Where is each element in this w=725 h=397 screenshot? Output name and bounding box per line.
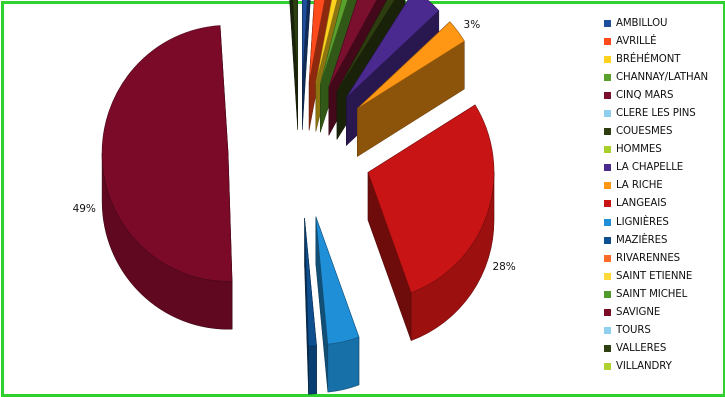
legend-swatch [604, 164, 611, 172]
legend-label: TOURS [616, 325, 651, 337]
legend-item: CHANNAY/LATHAN [604, 68, 722, 86]
legend-label: CLERE LES PINS [616, 108, 696, 120]
slice-top [315, 0, 338, 84]
legend-label: CINQ MARS [616, 89, 674, 101]
legend-swatch [604, 327, 611, 335]
legend-item: COUESMES [604, 123, 722, 141]
slice-side [302, 0, 311, 130]
legend-swatch [604, 91, 611, 99]
legend-item: LA CHAPELLE [604, 159, 722, 177]
legend-item: LA RICHE [604, 177, 722, 195]
legend-label: VALLERES [616, 343, 667, 355]
legend-swatch [604, 146, 611, 154]
legend-swatch [604, 182, 611, 190]
legend-swatch [604, 309, 611, 317]
legend-label: SAINT ETIENNE [616, 270, 693, 282]
pie-slice [301, 0, 311, 130]
legend-item: LANGEAIS [604, 195, 722, 213]
legend-item: CLERE LES PINS [604, 104, 722, 122]
legend-swatch [604, 128, 611, 136]
legend-swatch [604, 272, 611, 280]
legend-label: COUESMES [616, 126, 673, 138]
pie-slice [315, 216, 360, 393]
legend-label: MAZIÈRES [616, 234, 668, 246]
legend-label: VILLANDRY [616, 361, 672, 373]
slice-rim [327, 336, 360, 393]
slice-rim [308, 345, 317, 395]
legend-swatch [604, 363, 611, 371]
slice-top [346, 0, 440, 98]
slice-top [101, 25, 233, 282]
legend-item: VILLANDRY [604, 358, 722, 376]
legend-swatch [604, 236, 611, 244]
legend-item: LIGNIÈRES [604, 213, 722, 231]
slice-top [367, 104, 495, 294]
legend-label: SAVIGNE [616, 307, 661, 319]
legend-label: AVRILLÉ [616, 35, 657, 47]
slice-top [292, 0, 299, 82]
legend-item: SAINT MICHEL [604, 285, 722, 303]
slice-top [328, 0, 378, 88]
chart-legend: AMBILLOU AVRILLÉ BRÉHÉMONT CHANNAY/LATHAN CI… [604, 14, 722, 376]
legend-item: VALLERES [604, 340, 722, 358]
slice-top [301, 0, 308, 82]
legend-swatch [604, 110, 611, 118]
slice-top [357, 21, 465, 109]
data-label: 49% [73, 203, 96, 215]
legend-label: RIVARENNES [616, 252, 681, 264]
pie-slice [357, 21, 465, 158]
legend-item: SAINT ETIENNE [604, 267, 722, 285]
legend-swatch [604, 218, 611, 226]
pie-slice [101, 25, 233, 330]
pie-slice [289, 0, 299, 130]
legend-label: CHANNAY/LATHAN [616, 71, 708, 83]
legend-label: LA CHAPELLE [616, 162, 684, 174]
legend-item: BRÉHÉMONT [604, 50, 722, 68]
data-label: 28% [492, 261, 515, 273]
legend-swatch [604, 55, 611, 63]
legend-item: HOMMES [604, 141, 722, 159]
legend-label: HOMMES [616, 144, 662, 156]
legend-label: SAINT MICHEL [616, 288, 688, 300]
legend-item: AVRILLÉ [604, 32, 722, 50]
legend-swatch [604, 73, 611, 81]
legend-label: BRÉHÉMONT [616, 53, 681, 65]
legend-swatch [604, 19, 611, 27]
slice-top [304, 218, 317, 347]
legend-label: LANGEAIS [616, 198, 667, 210]
legend-item: SAVIGNE [604, 304, 722, 322]
legend-item: AMBILLOU [604, 14, 722, 32]
slice-top [315, 216, 360, 345]
legend-item: TOURS [604, 322, 722, 340]
legend-swatch [604, 200, 611, 208]
slice-top [308, 0, 326, 83]
legend-item: MAZIÈRES [604, 231, 722, 249]
legend-label: LIGNIÈRES [616, 216, 669, 228]
legend-swatch [604, 254, 611, 262]
legend-label: AMBILLOU [616, 17, 668, 29]
pie-slice [367, 104, 495, 342]
legend-swatch [604, 290, 611, 298]
legend-item: CINQ MARS [604, 86, 722, 104]
legend-item: RIVARENNES [604, 249, 722, 267]
legend-swatch [604, 37, 611, 45]
pie-chart: 1%2%1%1%3%1%4%3%28%4%1%49%1% [73, 0, 516, 395]
pie-slice [304, 218, 317, 395]
data-label: 3% [464, 19, 481, 31]
legend-swatch [604, 345, 611, 353]
legend-label: LA RICHE [616, 180, 663, 192]
